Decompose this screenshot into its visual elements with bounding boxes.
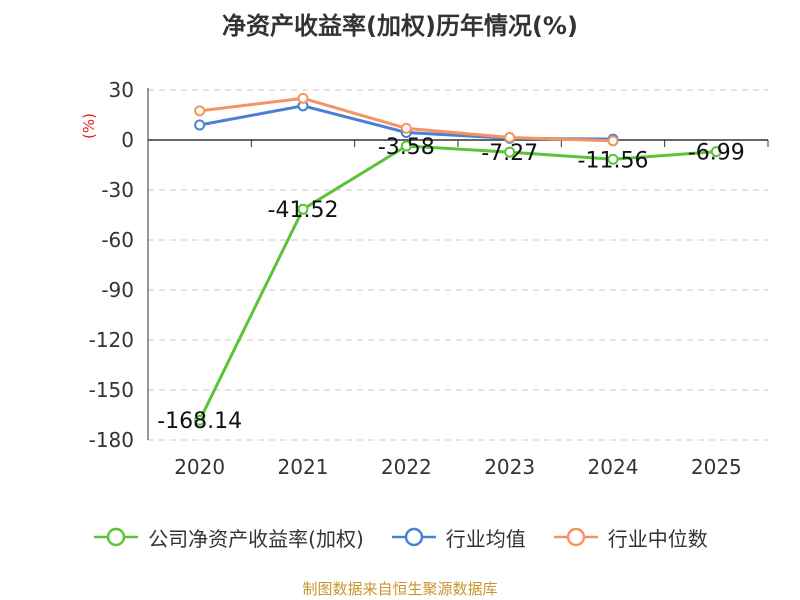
data-point <box>607 153 619 165</box>
y-tick-label: -180 <box>89 428 134 452</box>
data-source-note: 制图数据来自恒生聚源数据库 <box>302 580 498 598</box>
data-point <box>400 140 412 152</box>
series-line <box>198 144 717 421</box>
data-point <box>607 135 619 147</box>
x-tick-label: 2021 <box>278 455 329 479</box>
data-label: -11.56 <box>578 148 649 173</box>
legend-item[interactable]: 公司净资产收益率(加权) <box>92 523 364 552</box>
data-label: -6.99 <box>688 141 745 166</box>
data-point <box>297 203 309 215</box>
y-tick-label: -150 <box>89 378 134 402</box>
legend-label: 行业中位数 <box>607 526 708 551</box>
x-tick-label: 2023 <box>484 455 535 479</box>
data-label: -41.52 <box>268 198 339 223</box>
legend-item[interactable]: 行业中位数 <box>552 523 708 552</box>
y-tick-label: -120 <box>89 328 134 352</box>
y-tick-label: -60 <box>101 228 134 252</box>
x-tick-label: 2025 <box>691 455 742 479</box>
data-point <box>194 119 206 131</box>
y-tick-label: 30 <box>109 78 134 102</box>
legend-item[interactable]: 行业均值 <box>390 523 526 552</box>
data-point <box>400 122 412 134</box>
chart-title: 净资产收益率(加权)历年情况(%) <box>222 12 578 40</box>
data-point <box>504 146 516 158</box>
y-tick-label: -30 <box>101 178 134 202</box>
y-tick-label: -90 <box>101 278 134 302</box>
legend-line-circle-icon <box>391 527 436 547</box>
data-point <box>194 414 206 426</box>
data-label: -168.14 <box>157 409 242 434</box>
x-tick-label: 2022 <box>381 455 432 479</box>
legend-line-circle-icon <box>94 527 139 547</box>
x-tick-label: 2020 <box>174 455 225 479</box>
data-label: -3.58 <box>378 135 435 160</box>
y-axis-unit-label: (%) <box>80 113 98 139</box>
data-label: -7.27 <box>481 141 538 166</box>
legend-label: 行业均值 <box>445 526 526 551</box>
data-point <box>297 92 309 104</box>
legend-line-circle-icon <box>553 527 598 547</box>
legend-label: 公司净资产收益率(加权) <box>148 526 364 551</box>
chart-legend: 公司净资产收益率(加权) 行业均值 行业中位数 <box>0 520 800 554</box>
data-point <box>194 105 206 117</box>
data-point <box>710 146 722 158</box>
y-tick-label: 0 <box>121 128 134 152</box>
x-tick-label: 2024 <box>588 455 639 479</box>
data-point <box>504 132 516 143</box>
